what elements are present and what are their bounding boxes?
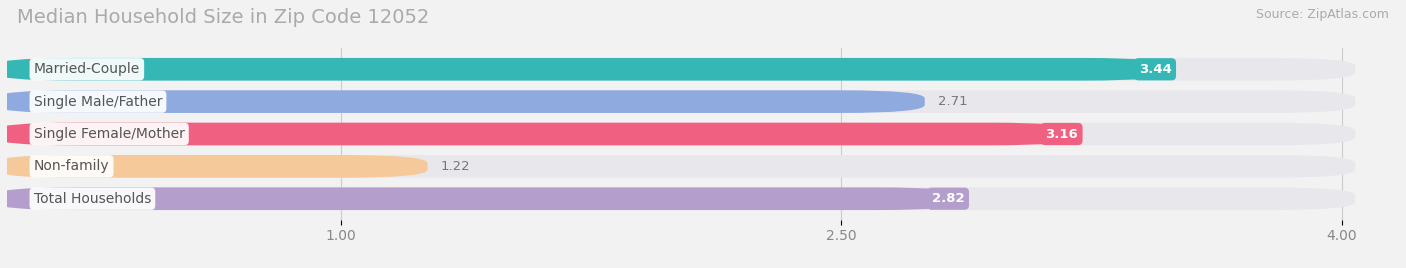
FancyBboxPatch shape	[0, 187, 1355, 210]
Text: 2.71: 2.71	[938, 95, 967, 108]
Text: Married-Couple: Married-Couple	[34, 62, 141, 76]
Text: Median Household Size in Zip Code 12052: Median Household Size in Zip Code 12052	[17, 8, 429, 27]
Text: Source: ZipAtlas.com: Source: ZipAtlas.com	[1256, 8, 1389, 21]
FancyBboxPatch shape	[0, 90, 925, 113]
FancyBboxPatch shape	[0, 90, 1355, 113]
FancyBboxPatch shape	[0, 123, 1355, 145]
Text: 1.22: 1.22	[441, 160, 471, 173]
Text: 2.82: 2.82	[932, 192, 965, 205]
FancyBboxPatch shape	[0, 58, 1168, 81]
Text: Non-family: Non-family	[34, 159, 110, 173]
Text: Total Households: Total Households	[34, 192, 150, 206]
Text: Single Male/Father: Single Male/Father	[34, 95, 162, 109]
FancyBboxPatch shape	[0, 58, 1355, 81]
FancyBboxPatch shape	[0, 155, 1355, 178]
FancyBboxPatch shape	[0, 123, 1076, 145]
FancyBboxPatch shape	[0, 187, 962, 210]
Text: 3.16: 3.16	[1045, 128, 1078, 140]
FancyBboxPatch shape	[0, 155, 427, 178]
Text: Single Female/Mother: Single Female/Mother	[34, 127, 184, 141]
Text: 3.44: 3.44	[1139, 63, 1171, 76]
